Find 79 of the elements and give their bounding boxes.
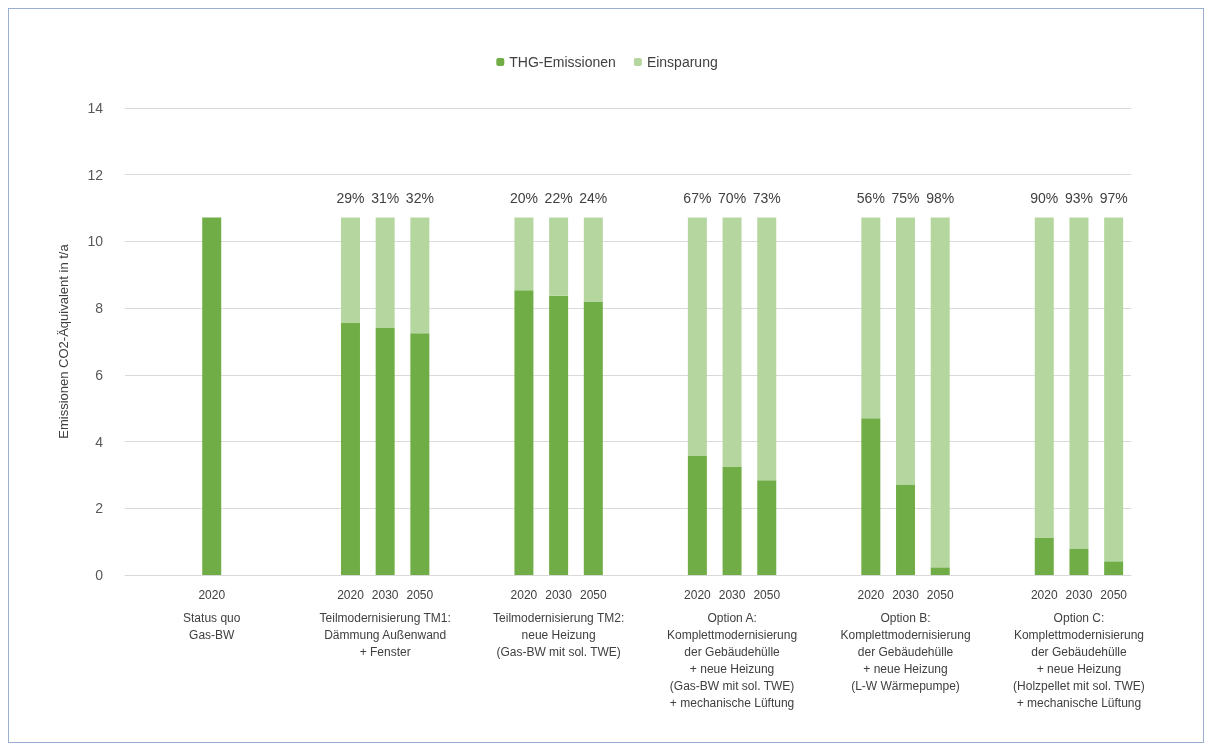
text: Teilmodernisierung TM1: Dämmung Außenwand + Fenster [319,610,451,659]
bar [896,484,916,575]
annotation: 32% [405,190,434,207]
y-tick-label: 10 [87,233,104,250]
y-tick-label: 2 [95,500,104,517]
bar [861,217,881,419]
text: Status quo Gas-BW [183,610,241,642]
x-tick-label: 2050 [1100,588,1128,602]
text: Option B: Komplettmodernisierung der Gebäudehülle + neue Heizung (L-W Wärmepumpe) [840,610,971,693]
bar [1069,548,1089,575]
x-tick-label: 2030 [892,588,920,602]
bar [930,217,950,568]
bar [202,217,222,575]
bar [1034,217,1054,538]
bar [549,217,569,296]
bar [514,217,534,291]
annotation: 75% [891,190,920,207]
x-tick-label: 2020 [684,588,712,602]
bar [687,455,707,575]
y-tick-label: 4 [95,433,104,450]
annotation: 29% [336,190,365,207]
x-tick-label: 2050 [753,588,781,602]
bar [410,333,430,575]
bar [514,290,534,575]
bar [583,301,603,575]
bar [722,217,742,467]
x-tick-label: 2030 [1065,588,1093,602]
bar [340,217,360,323]
annotation: 90% [1030,190,1059,207]
bar [687,217,707,456]
y-tick-label: 12 [87,166,104,183]
bar [340,322,360,575]
bar [861,418,881,575]
bar [549,295,569,575]
x-tick-label: 2020 [510,588,538,602]
annotation: 24% [579,190,608,207]
bar [375,217,395,328]
annotation: 93% [1064,190,1093,207]
bar [1069,217,1089,549]
annotation: 67% [683,190,712,207]
x-tick-label: 2050 [579,588,607,602]
x-tick-label: 2050 [406,588,434,602]
bar [1034,537,1054,575]
bar [410,217,430,334]
annotation: 22% [544,190,573,207]
x-tick-label: 2020 [1030,588,1058,602]
bar [896,217,916,485]
x-tick-label: 2030 [371,588,399,602]
annotation: 31% [371,190,400,207]
bar [722,466,742,575]
bar [583,217,603,302]
text: Option A: Komplettmodernisierung der Gebäudehülle + neue Heizung (Gas-BW mit sol. TWE) + mechanische Lüftung [667,610,798,710]
y-axis-title: Emissionen CO2-Äquivalent in t/a [56,243,71,439]
y-tick-label: 14 [87,100,104,116]
text: Option C: Komplettmodernisierung der Gebäudehülle + neue Heizung (Holzpellet mit sol. TWE) + mechanische Lüftung [1013,610,1145,710]
x-tick-label: 2020 [337,588,365,602]
x-tick-label: 2020 [198,588,226,602]
annotation: 97% [1099,190,1128,207]
annotation: 98% [926,190,955,207]
annotation: 20% [509,190,538,207]
bar [757,480,777,575]
x-tick-label: 2030 [718,588,746,602]
text: Teilmodernisierung TM2: neue Heizung (Gas-BW mit sol. TWE) [493,610,625,659]
x-tick-label: 2030 [545,588,573,602]
y-tick-label: 0 [95,567,104,583]
bar [930,567,950,575]
annotation: 56% [856,190,885,207]
bar [1104,561,1124,575]
bar [1104,217,1124,562]
x-tick-label: 2050 [926,588,954,602]
annotation: 73% [752,190,781,207]
y-tick-label: 6 [95,366,104,383]
x-tick-label: 2020 [857,588,885,602]
bar [757,217,777,481]
annotation: 70% [718,190,747,207]
legend-label: THG-Emissionen [509,54,616,70]
legend-label: Einsparung [646,54,718,70]
y-tick-label: 8 [95,300,104,317]
bar [375,327,395,575]
